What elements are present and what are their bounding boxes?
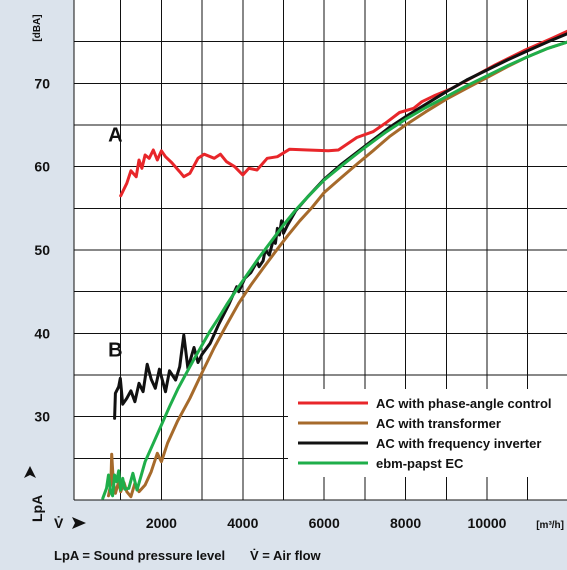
x-tick-label: 10000 [468,515,507,531]
legend-label: ebm-papst EC [376,456,464,471]
curve-label: A [108,125,122,147]
y-tick-label: 70 [34,75,50,91]
chart-band-bottom [0,500,567,570]
curve-labels: AB [108,125,122,362]
footnote-lpa: LpA = Sound pressure level [54,548,225,563]
x-tick-label: 4000 [227,515,258,531]
chart-band-left [0,0,74,570]
legend-label: AC with frequency inverter [376,436,541,451]
y-tick-label: 60 [34,159,50,175]
x-axis-arrow-icon [72,517,86,529]
y-tick-label: 50 [34,242,50,258]
series-line-4 [101,40,567,500]
y-tick-label: 40 [34,325,50,341]
x-axis-unit: [m³/h] [536,520,564,531]
curve-label: B [108,340,122,362]
y-axis-arrow-icon [24,466,36,478]
axis-labels: 30 40 50 60 70 2000 4000 6000 8000 10000 [dBA] LpA V… [24,14,564,531]
legend-label: AC with phase-angle control [376,396,552,411]
x-axis-symbol: V̇ [54,515,64,531]
y-axis-symbol: LpA [29,495,45,522]
legend-label: AC with transformer [376,416,501,431]
legend: AC with phase-angle control AC with trans… [288,389,567,477]
x-tick-label: 8000 [390,515,421,531]
x-tick-label: 6000 [309,515,340,531]
y-axis-unit: [dBA] [32,14,43,41]
x-tick-label: 2000 [146,515,177,531]
footnote-airflow: V̇ = Air flow [250,548,322,563]
series-line-1 [119,29,567,198]
y-tick-label: 30 [34,409,50,425]
series-lines [101,29,567,500]
footnote: LpA = Sound pressure level V̇ = Air flow [54,548,322,563]
